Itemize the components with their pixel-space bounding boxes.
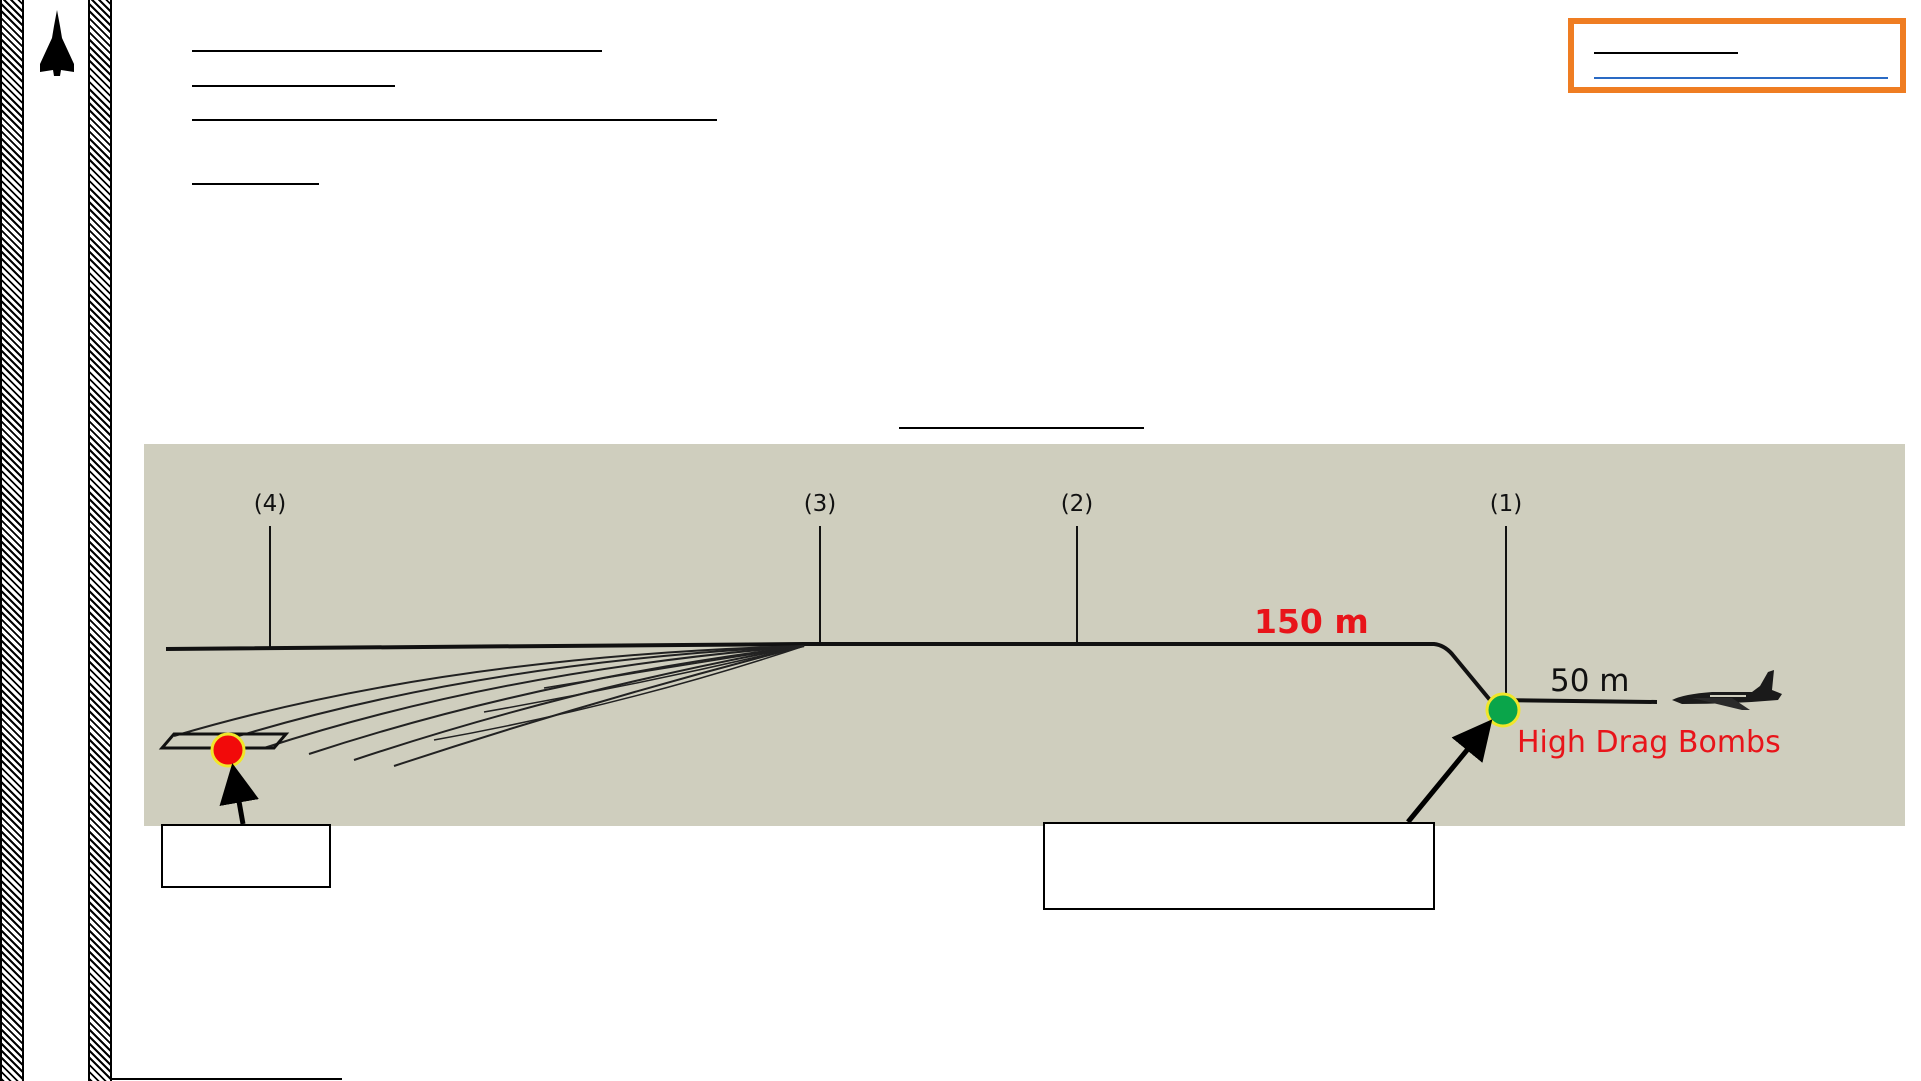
highlight-box — [1568, 18, 1906, 93]
footer-rule — [112, 1078, 342, 1080]
impact-callout-box — [161, 824, 331, 888]
marker-label-1: (1) — [1490, 491, 1523, 517]
target-outline — [158, 732, 290, 750]
release-callout-box — [1043, 822, 1435, 910]
altitude-label: 150 m — [1254, 602, 1369, 641]
marker-label-2: (2) — [1061, 491, 1094, 517]
right-hatched-border — [88, 0, 112, 1081]
delta-wing-aircraft-icon — [40, 10, 74, 76]
release-altitude-label: 50 m — [1550, 663, 1630, 699]
impact-point — [210, 732, 246, 768]
release-point — [1485, 692, 1521, 728]
heading-rule-1 — [192, 50, 602, 52]
bomb-type-label: High Drag Bombs — [1517, 725, 1781, 760]
highlight-box-rule-1 — [1594, 52, 1738, 54]
jet-aircraft-icon — [1672, 670, 1782, 710]
bomb-dispersion-lines — [173, 645, 805, 767]
bombing-diagram: (4) (3) (2) (1) — [158, 491, 1782, 768]
heading-rule-2 — [192, 85, 395, 87]
trajectory-line — [165, 642, 1658, 704]
diagram-title-rule — [899, 427, 1144, 429]
highlight-box-link-rule — [1594, 77, 1888, 79]
marker-label-3: (3) — [804, 491, 837, 517]
left-hatched-border — [0, 0, 24, 1081]
bombing-diagram-panel: (4) (3) (2) (1) — [144, 444, 1905, 826]
heading-rule-3 — [192, 119, 717, 121]
marker-label-4: (4) — [254, 491, 287, 517]
heading-rule-4 — [192, 183, 319, 185]
